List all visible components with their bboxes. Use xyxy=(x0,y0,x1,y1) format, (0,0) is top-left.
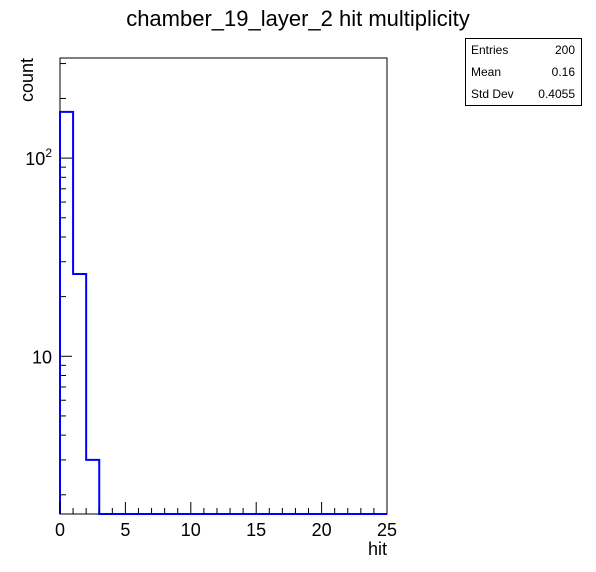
stats-box: Entries 200 Mean 0.16 Std Dev 0.4055 xyxy=(465,38,582,106)
stats-stddev-label: Std Dev xyxy=(471,87,514,101)
x-tick-label: 15 xyxy=(246,520,266,540)
stats-row-entries: Entries 200 xyxy=(471,39,575,61)
y-tick-label: 10 xyxy=(32,347,52,367)
y-tick-label: 102 xyxy=(25,146,52,169)
stats-row-stddev: Std Dev 0.4055 xyxy=(471,83,575,105)
stats-stddev-value: 0.4055 xyxy=(538,87,575,101)
x-axis-label: hit xyxy=(368,539,387,559)
x-tick-label: 5 xyxy=(120,520,130,540)
stats-entries-label: Entries xyxy=(471,43,509,57)
stats-mean-label: Mean xyxy=(471,65,502,79)
histogram-line xyxy=(59,110,387,515)
y-axis-label: count xyxy=(17,58,37,102)
stats-row-mean: Mean 0.16 xyxy=(471,61,575,83)
plot-frame xyxy=(59,57,388,515)
x-tick-label: 25 xyxy=(377,520,397,540)
stats-mean-value: 0.16 xyxy=(551,65,575,79)
x-tick-label: 10 xyxy=(181,520,201,540)
stats-entries-value: 200 xyxy=(554,43,575,57)
x-tick-label: 20 xyxy=(312,520,332,540)
x-tick-label: 0 xyxy=(55,520,65,540)
chart-title: chamber_19_layer_2 hit multiplicity xyxy=(126,6,470,31)
